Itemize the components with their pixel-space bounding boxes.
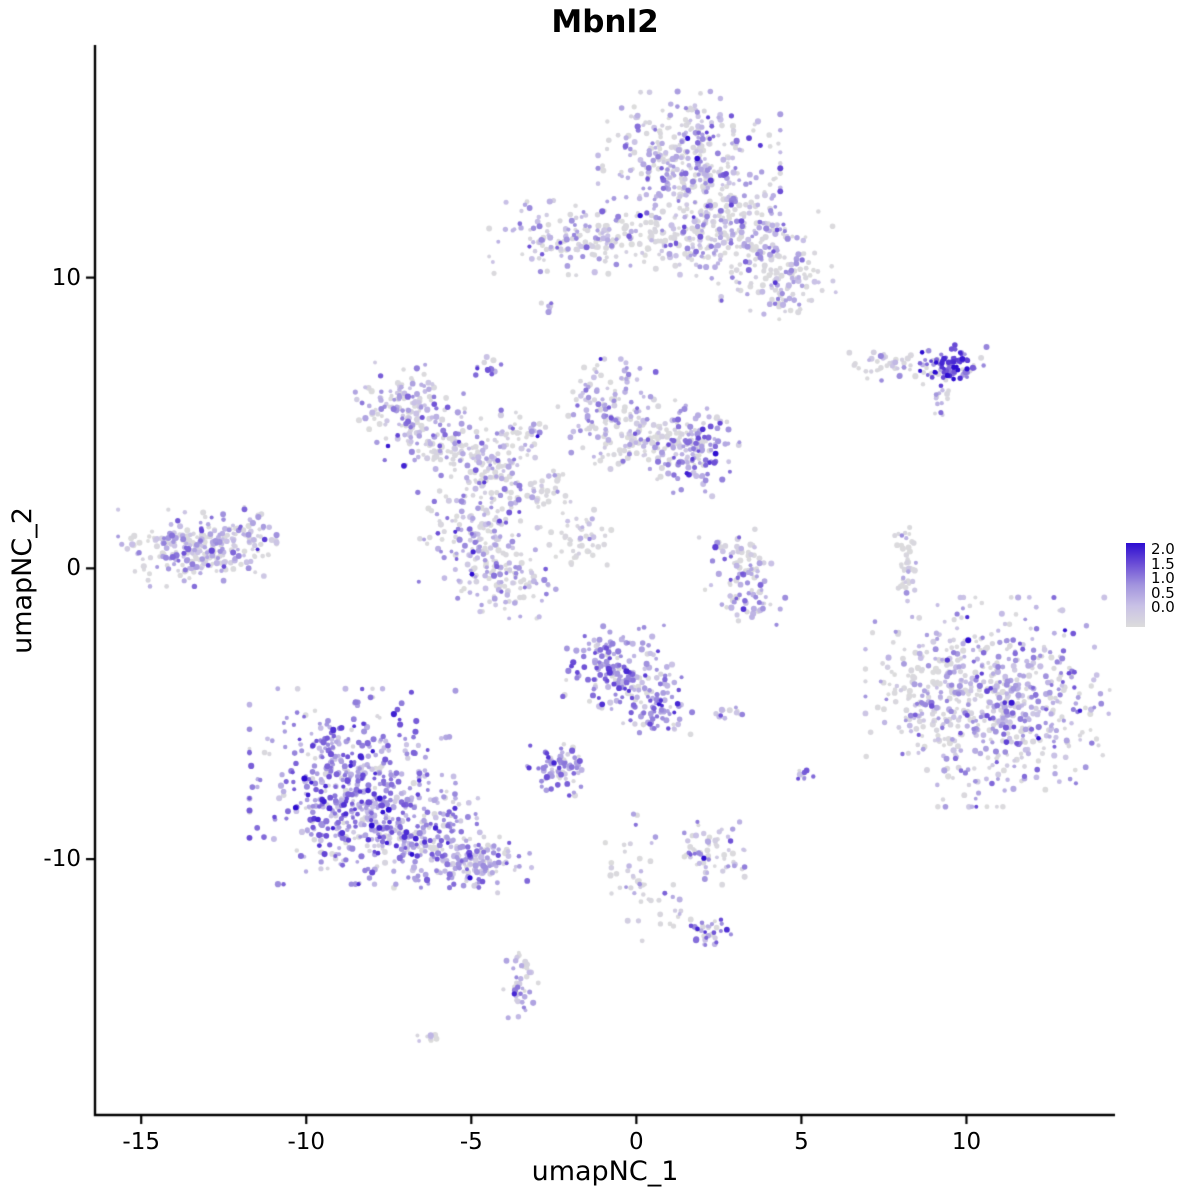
x-tick-label-0: -15 [122, 1129, 160, 1155]
legend-labels: 2.0 1.5 1.0 0.5 0.0 [1151, 542, 1175, 615]
x-axis-title: umapNC_1 [531, 1156, 679, 1187]
x-tick-label-4: 5 [794, 1129, 809, 1155]
y-tick-label-1: 0 [66, 555, 81, 582]
x-tick-label-2: -5 [459, 1129, 483, 1155]
x-tick-label-5: 10 [951, 1129, 982, 1155]
x-tick-label-1: -10 [287, 1129, 326, 1155]
legend-label-0.5: 0.5 [1151, 583, 1175, 602]
y-axis-title-holder: umapNC_2 [0, 45, 44, 1115]
expression-legend: 2.0 1.5 1.0 0.5 0.0 [1126, 542, 1198, 633]
y-tick-label-0: 10 [51, 264, 81, 291]
legend-label-1.0: 1.0 [1151, 569, 1175, 588]
x-tick-label-3: 0 [629, 1129, 644, 1155]
legend-label-0.0: 0.0 [1151, 598, 1175, 617]
y-axis-title: umapNC_2 [6, 506, 38, 654]
legend-label-2.0: 2.0 [1151, 540, 1175, 558]
y-tick-label-2: -10 [43, 846, 81, 873]
legend-label-1.5: 1.5 [1151, 554, 1175, 573]
legend-gradient-bar [1126, 543, 1145, 627]
